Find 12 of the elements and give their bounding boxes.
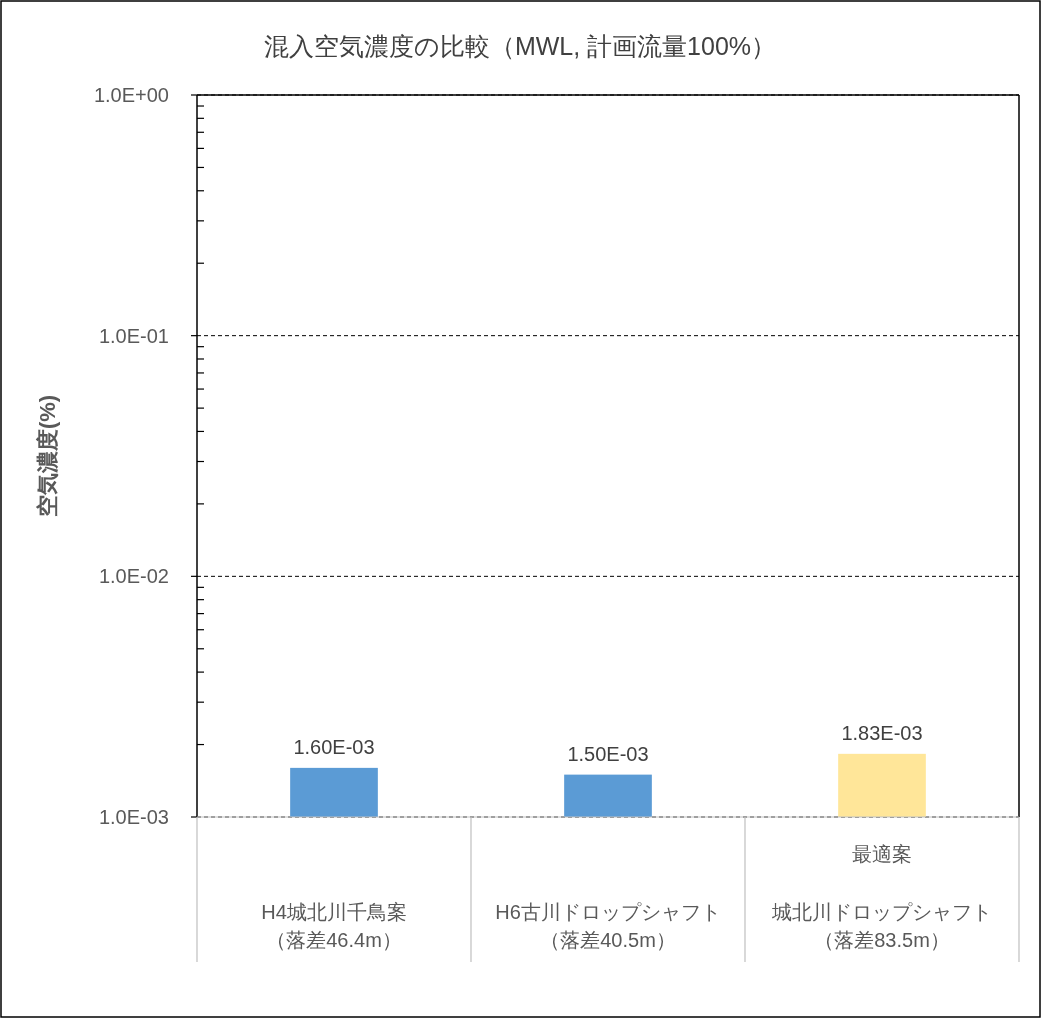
y-tick-label: 1.0E-02: [98, 565, 169, 588]
x-tick-label: H4城北川千鳥案（落差46.4m）: [261, 901, 407, 951]
y-tick-label: 1.0E+00: [93, 84, 169, 106]
data-label: 1.50E-03: [567, 742, 649, 765]
data-label: 1.83E-03: [841, 721, 923, 744]
chart-title: 混入空気濃度の比較（MWL, 計画流量100%）: [263, 32, 777, 60]
y-tick-label: 1.0E-01: [98, 324, 169, 347]
y-tick-label: 1.0E-03: [98, 806, 169, 828]
category-label: 最適案城北川ドロップシャフト（落差83.5m）: [772, 843, 992, 951]
data-label: 1.60E-03: [293, 735, 375, 758]
x-tick-label: H6古川ドロップシャフト（落差40.5m）: [495, 901, 721, 951]
y-axis-title: 空気濃度(%): [35, 394, 60, 518]
